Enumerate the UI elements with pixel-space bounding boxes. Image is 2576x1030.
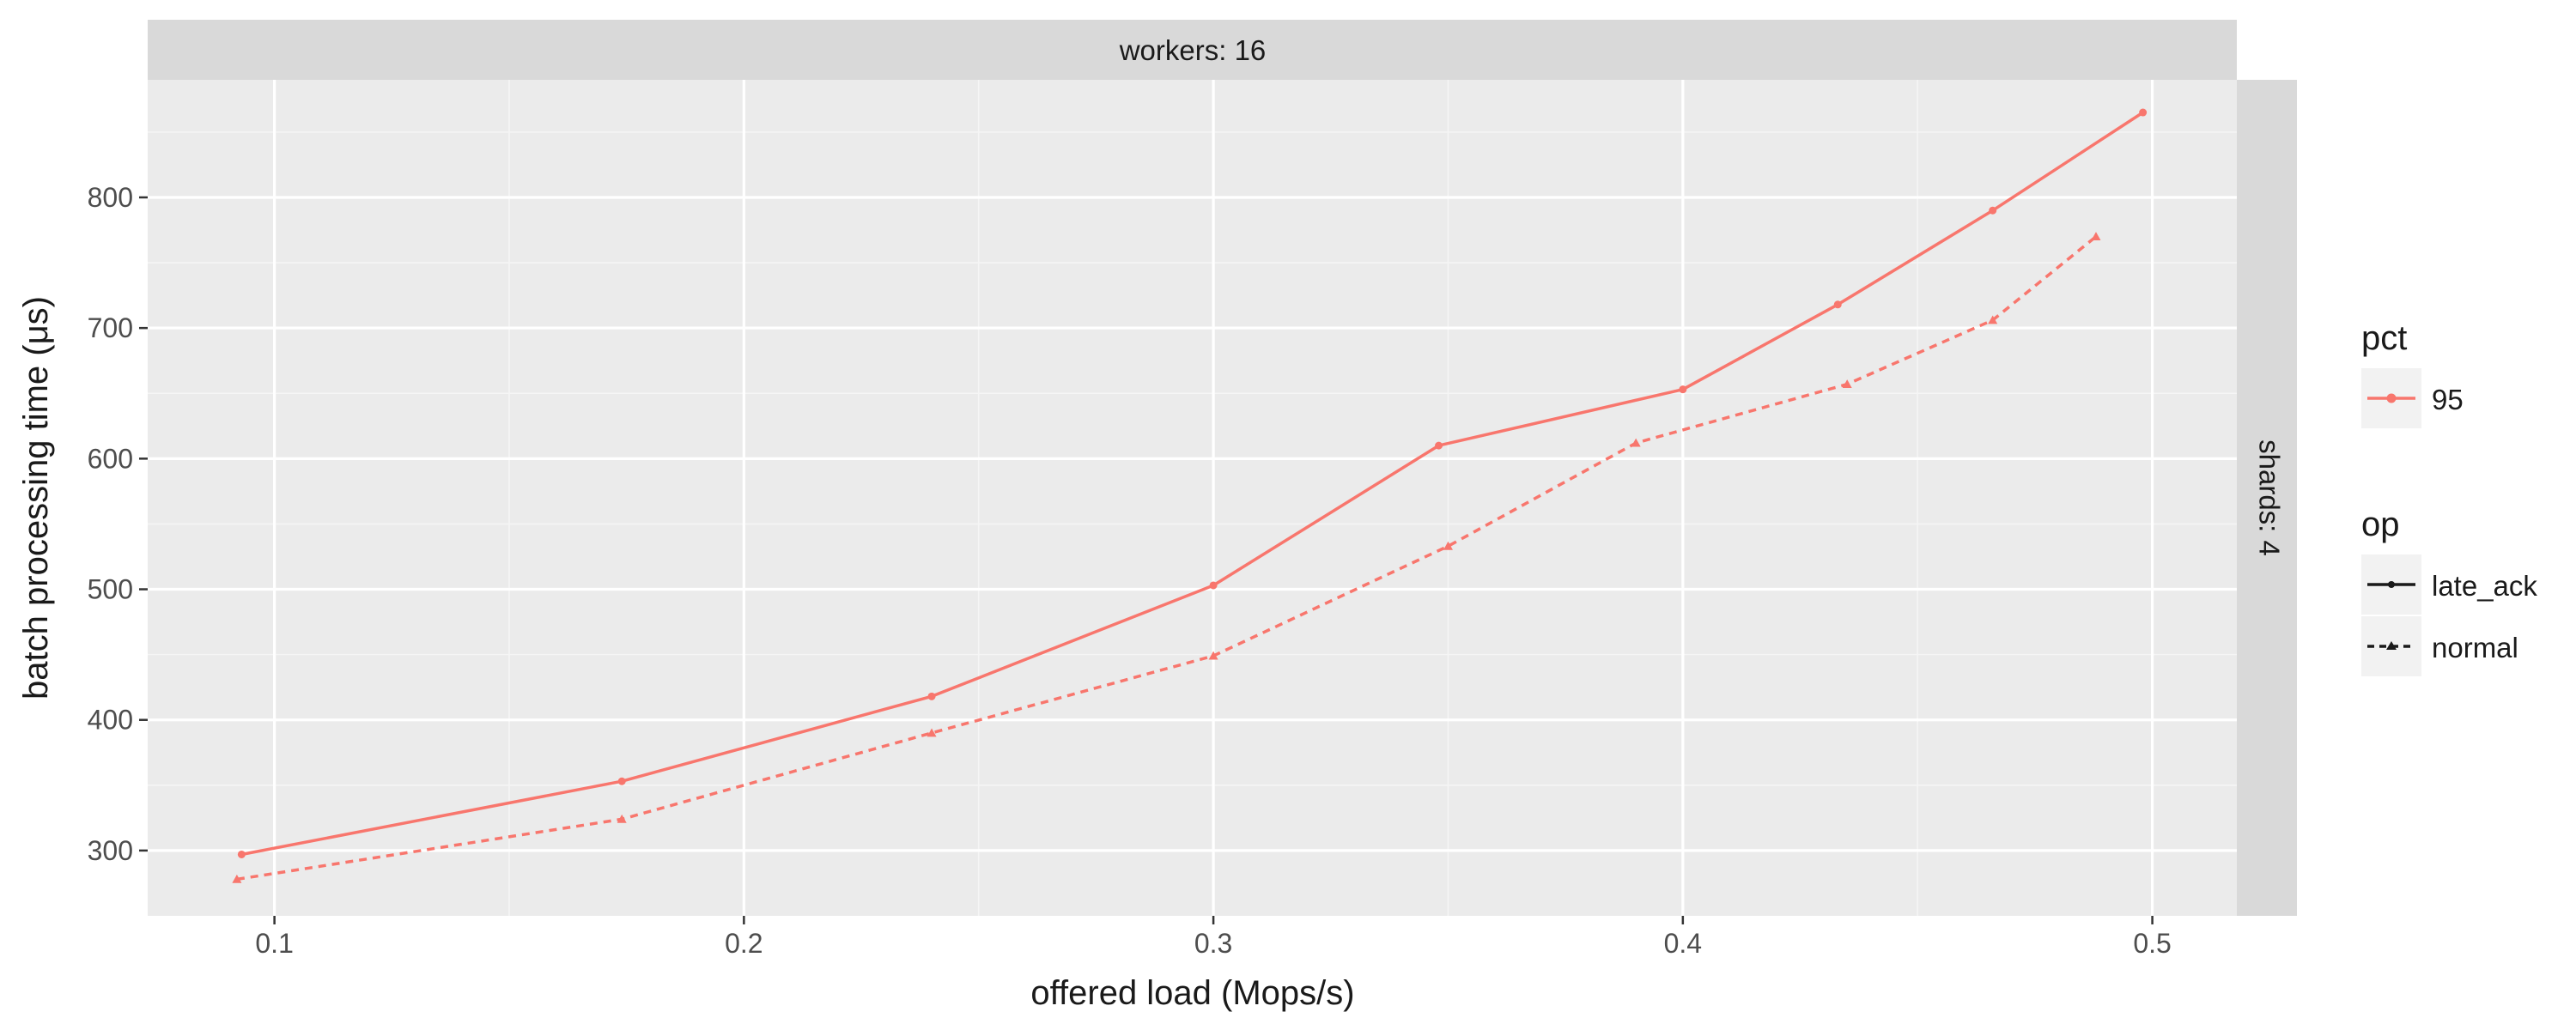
- facet-strip-right: [2237, 80, 2297, 916]
- y-tick-label: 800: [88, 182, 133, 213]
- legend-title-pct: pct: [2361, 319, 2407, 357]
- grid-lines: [148, 80, 2237, 916]
- series-layer: [232, 108, 2148, 883]
- legend-label-normal: normal: [2432, 632, 2518, 663]
- x-tick-label: 0.1: [255, 928, 293, 959]
- data-point-late-ack: [1679, 385, 1687, 394]
- legend: pct 95 op late_ack normal: [2361, 319, 2537, 676]
- legend-label-late-ack: late_ack: [2432, 570, 2537, 602]
- facet-strip-top: [148, 20, 2237, 80]
- legend-key-late-ack-point: [2388, 581, 2395, 588]
- y-tick-label: 300: [88, 835, 133, 866]
- legend-key-95-point: [2386, 393, 2397, 403]
- data-point-late-ack: [1833, 300, 1842, 309]
- series-line-normal: [236, 235, 2098, 882]
- y-tick-label: 700: [88, 312, 133, 343]
- data-point-late-ack: [2139, 108, 2148, 117]
- x-tick-label: 0.3: [1194, 928, 1232, 959]
- data-point-normal: [1842, 379, 1852, 388]
- y-tick-label: 500: [88, 574, 133, 605]
- y-tick-label: 400: [88, 705, 133, 736]
- facet-strip-right-label: shards: 4: [2253, 439, 2285, 556]
- data-point-late-ack: [617, 777, 626, 785]
- axes: 0.1 0.2 0.3 0.4 0.5 300 400 500 600 700 800: [88, 182, 2172, 959]
- data-point-normal: [2091, 232, 2101, 241]
- data-point-normal: [1443, 541, 1453, 550]
- x-tick-label: 0.4: [1664, 928, 1702, 959]
- data-point-normal: [1631, 438, 1641, 447]
- data-point-late-ack: [1435, 441, 1443, 450]
- data-point-late-ack: [1209, 581, 1218, 590]
- y-tick-label: 600: [88, 443, 133, 474]
- data-point-normal: [617, 814, 627, 823]
- data-point-normal: [232, 874, 242, 883]
- data-point-late-ack: [237, 850, 246, 858]
- data-point-normal: [1988, 315, 1998, 324]
- legend-label-95: 95: [2432, 384, 2464, 415]
- legend-title-op: op: [2361, 506, 2400, 543]
- data-point-late-ack: [1989, 206, 1997, 215]
- panel-background: [148, 80, 2237, 916]
- data-point-late-ack: [927, 692, 936, 700]
- y-axis-title: batch processing time (μs): [17, 296, 55, 700]
- data-point-normal: [927, 728, 937, 737]
- legend-key-normal-point: [2386, 641, 2397, 650]
- plot-panel: [148, 80, 2237, 916]
- facet-strip-top-label: workers: 16: [1119, 34, 1267, 66]
- data-point-normal: [1208, 651, 1218, 660]
- x-tick-label: 0.5: [2133, 928, 2171, 959]
- x-tick-label: 0.2: [725, 928, 762, 959]
- x-axis-title: offered load (Mops/s): [1030, 974, 1354, 1012]
